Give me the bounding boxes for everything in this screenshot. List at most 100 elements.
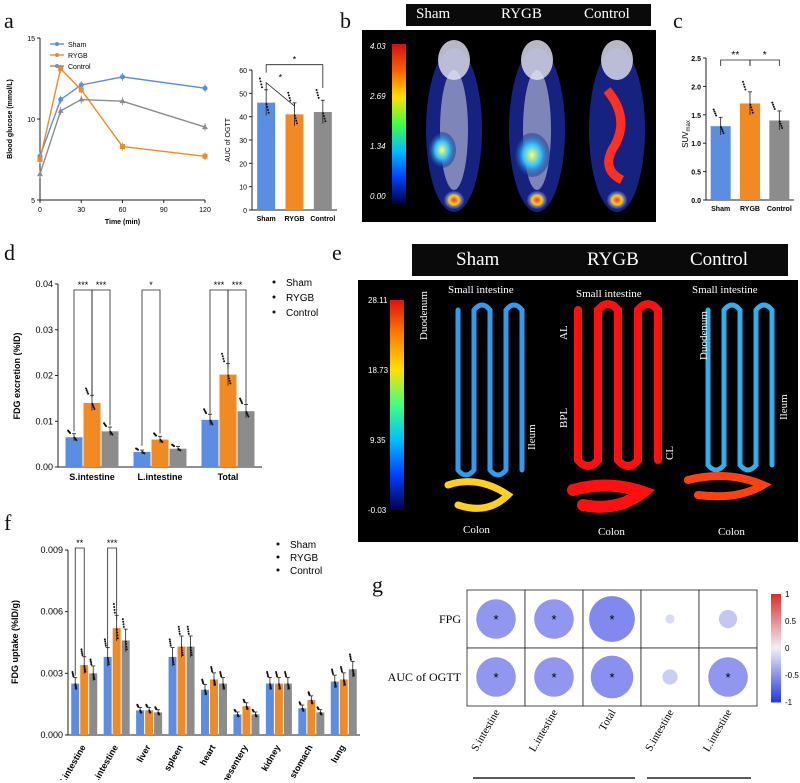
data-dot xyxy=(80,648,83,651)
data-dot xyxy=(158,713,161,716)
data-dot xyxy=(155,708,158,711)
bar-rygb-kidney xyxy=(274,683,283,735)
data-dot xyxy=(751,111,754,114)
y-tick-label: 1.5 xyxy=(691,113,701,120)
data-dot xyxy=(222,357,225,360)
colorbar-segment xyxy=(771,621,781,625)
y-tick-label: 2.0 xyxy=(691,84,701,91)
data-dot xyxy=(187,630,190,633)
data-dot xyxy=(743,85,746,88)
data-dot xyxy=(115,628,118,631)
colorbar-segment xyxy=(771,658,781,662)
data-dot xyxy=(315,88,318,91)
sig-star: ** xyxy=(731,50,739,61)
x-category-label: RYGB xyxy=(740,206,760,213)
data-dot xyxy=(83,665,86,668)
data-dot xyxy=(90,661,93,664)
data-dot xyxy=(340,667,343,670)
data-dot xyxy=(228,379,231,382)
data-dot xyxy=(178,630,181,633)
data-dot xyxy=(316,94,319,97)
correlation-matrix: FPG * * * AUC of OGTT * * * * S.intestine L.intest… xyxy=(388,589,799,779)
data-dot xyxy=(296,122,299,125)
data-dot xyxy=(293,114,296,117)
data-dot xyxy=(334,685,337,688)
y-tick-label: 0.0 xyxy=(691,198,701,205)
x-category-label: Sham xyxy=(257,216,276,223)
data-dot xyxy=(213,679,216,682)
data-dot xyxy=(316,91,319,94)
bar-rygb xyxy=(740,103,760,200)
colorbar-tick-label: -1 xyxy=(785,698,793,707)
pet-mouse-sham xyxy=(426,40,482,212)
data-dot xyxy=(229,382,232,385)
data-dot xyxy=(90,663,93,666)
legend-marker xyxy=(272,280,276,284)
x-category-label: heart xyxy=(198,743,218,767)
data-dot xyxy=(106,656,109,659)
data-dot xyxy=(169,642,172,645)
data-dot xyxy=(190,651,193,654)
colorbar-segment xyxy=(771,612,781,617)
colorbar-segment xyxy=(771,691,781,695)
data-dot xyxy=(352,672,355,675)
data-dot xyxy=(352,670,355,673)
data-dot xyxy=(189,646,192,649)
label-colon-sham: Colon xyxy=(463,524,490,536)
y-tick-label: 10 xyxy=(239,185,247,192)
label-colon-rygb: Colon xyxy=(598,526,625,538)
bar-rygb-heart xyxy=(210,679,218,735)
data-dot xyxy=(246,413,249,416)
data-dot xyxy=(239,399,242,402)
data-dot xyxy=(712,108,715,111)
corr-circle xyxy=(662,669,678,685)
colorbar-segment xyxy=(771,696,781,700)
data-dot xyxy=(143,452,146,455)
sig-star: *** xyxy=(96,280,107,290)
x-category-label: spleen xyxy=(162,743,185,773)
legend-marker xyxy=(55,64,59,68)
bar-rygb-lung xyxy=(339,679,348,735)
x-category-label: Total xyxy=(218,472,239,482)
data-dot xyxy=(245,410,248,413)
bar-control-heart xyxy=(219,683,227,735)
y-axis-label: FDG excretion (%ID) xyxy=(12,332,22,419)
panel-label-c: c xyxy=(673,8,683,33)
bar-control-stomach xyxy=(316,712,325,735)
data-dot xyxy=(270,687,273,690)
sig-star: *** xyxy=(214,280,225,290)
intestine-header-control: Control xyxy=(690,249,749,270)
data-dot xyxy=(331,672,334,675)
intestine-header-bar: Sham RYGB Control xyxy=(412,244,788,276)
legend-marker xyxy=(272,295,276,299)
legend-label-control: Control xyxy=(68,64,91,71)
bar-control-lintestine xyxy=(169,448,187,467)
y-tick-label: 20 xyxy=(239,161,247,168)
data-dot xyxy=(75,687,78,690)
x-category-label: RYGB xyxy=(285,216,305,223)
data-dot xyxy=(168,638,171,641)
data-dot xyxy=(285,675,288,678)
colorbar-segment xyxy=(771,685,781,689)
colorbar-tick-label: 1 xyxy=(785,590,790,599)
x-category-label: Sham xyxy=(711,206,730,213)
panel-label-a: a xyxy=(4,8,14,33)
label-cl: CL xyxy=(664,445,676,460)
data-dot xyxy=(121,618,124,621)
data-dot xyxy=(93,676,96,679)
intestine-scans xyxy=(444,300,775,513)
legend-label-control: Control xyxy=(290,566,322,577)
data-dot xyxy=(149,711,152,714)
intestine-control xyxy=(684,302,775,501)
x-tick-label: 90 xyxy=(160,207,168,214)
legend-marker xyxy=(276,555,280,559)
y-tick-label: 50 xyxy=(239,91,247,98)
colorbar-segment xyxy=(771,596,781,600)
pet-scale-1: 1.34 xyxy=(370,142,386,151)
bar-rygb-lintestine xyxy=(151,439,169,467)
data-dot xyxy=(343,682,346,685)
data-dot xyxy=(146,705,149,708)
data-dot xyxy=(124,640,127,643)
pet-scale-max: 4.03 xyxy=(370,42,386,51)
colorbar-segment xyxy=(771,604,781,608)
